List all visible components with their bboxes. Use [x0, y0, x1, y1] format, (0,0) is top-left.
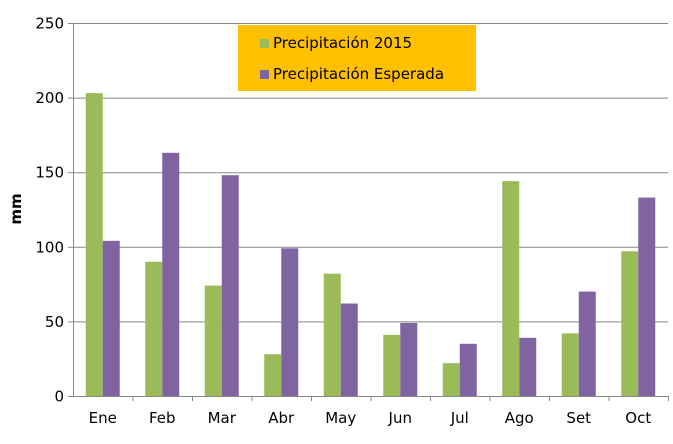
legend-swatch-esperada	[260, 69, 269, 79]
x-tick-label: Feb	[149, 409, 176, 427]
bar-jul-2015	[442, 363, 460, 396]
x-tick-label: May	[325, 409, 356, 427]
bar-set-2015	[561, 333, 579, 396]
bar-jul-esperada	[459, 343, 477, 396]
bar-jun-2015	[383, 334, 401, 396]
bar-abr-2015	[264, 354, 282, 396]
x-tick-label: Jun	[388, 409, 412, 427]
bar-mar-2015	[204, 285, 222, 396]
bar-ago-2015	[502, 181, 520, 396]
x-tick-label: Jul	[450, 409, 469, 427]
y-tick-label: 250	[35, 15, 64, 33]
legend-item-esperada: Precipitación Esperada	[260, 65, 444, 83]
bar-feb-2015	[145, 261, 163, 396]
legend-label: Precipitación 2015	[273, 34, 413, 52]
y-axis-label: mm	[7, 193, 25, 224]
y-tick-label: 100	[35, 238, 64, 256]
legend-swatch-2015	[260, 38, 269, 48]
legend: Precipitación 2015 Precipitación Esperad…	[238, 25, 476, 91]
bar-oct-2015	[621, 251, 639, 396]
bar-ago-esperada	[519, 337, 537, 396]
legend-label: Precipitación Esperada	[273, 65, 445, 83]
bar-abr-esperada	[281, 248, 299, 396]
legend-item-2015: Precipitación 2015	[260, 34, 412, 52]
y-tick-label: 50	[45, 313, 64, 331]
bar-may-esperada	[340, 303, 358, 396]
bar-oct-esperada	[638, 197, 656, 396]
bar-set-esperada	[578, 291, 596, 396]
bar-may-2015	[323, 273, 341, 396]
x-tick-label: Abr	[268, 409, 295, 427]
y-tick-label: 0	[54, 388, 64, 406]
bar-feb-esperada	[162, 152, 180, 396]
x-tick-label: Oct	[625, 409, 651, 427]
bar-mar-esperada	[221, 175, 239, 396]
bar-ene-esperada	[102, 240, 120, 396]
y-tick-label: 150	[35, 164, 64, 182]
y-tick-label: 200	[35, 89, 64, 107]
bar-jun-esperada	[400, 322, 418, 396]
x-tick-label: Mar	[208, 409, 237, 427]
bar-ene-2015	[85, 93, 103, 397]
x-tick-label: Ene	[89, 409, 117, 427]
x-tick-label: Ago	[505, 409, 534, 427]
x-tick-label: Set	[566, 409, 591, 427]
